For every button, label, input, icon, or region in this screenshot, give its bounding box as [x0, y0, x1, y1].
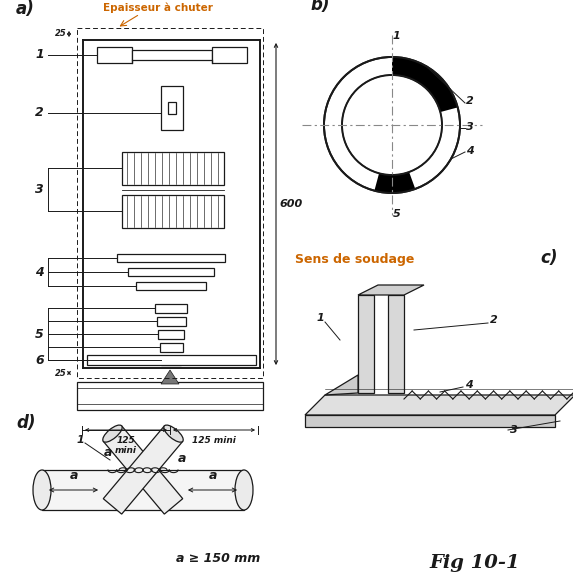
Text: 4: 4	[465, 380, 473, 390]
Bar	[77, 382, 263, 410]
Text: 1: 1	[36, 49, 44, 62]
Ellipse shape	[33, 470, 51, 510]
Text: 25: 25	[55, 30, 67, 38]
Bar	[161, 86, 183, 130]
Bar	[158, 329, 184, 339]
Bar	[122, 194, 224, 228]
Text: 3: 3	[466, 122, 474, 132]
Text: Sens de soudage: Sens de soudage	[295, 253, 414, 266]
Text: a: a	[178, 451, 186, 464]
Ellipse shape	[235, 470, 253, 510]
Polygon shape	[358, 285, 424, 295]
Bar	[117, 254, 225, 262]
Text: 1: 1	[76, 435, 84, 445]
Polygon shape	[305, 395, 573, 415]
Text: 3: 3	[510, 425, 518, 435]
Text: Fig 10-1: Fig 10-1	[430, 554, 520, 572]
Bar	[122, 152, 224, 185]
Text: 125 mini: 125 mini	[192, 436, 236, 445]
Text: 25: 25	[55, 368, 67, 378]
Ellipse shape	[103, 425, 122, 442]
Bar	[87, 355, 256, 365]
Polygon shape	[305, 415, 555, 427]
Ellipse shape	[164, 425, 183, 442]
Bar	[155, 304, 187, 312]
Circle shape	[342, 75, 442, 175]
Bar	[97, 47, 132, 63]
Polygon shape	[103, 426, 183, 514]
Bar	[388, 295, 404, 393]
Bar	[132, 50, 212, 60]
Text: 1: 1	[316, 313, 324, 323]
Text: b): b)	[310, 0, 329, 14]
Bar	[136, 282, 206, 290]
Text: 6: 6	[36, 353, 44, 367]
Text: 4: 4	[36, 265, 44, 279]
Bar	[157, 316, 186, 325]
Bar	[161, 356, 181, 364]
Text: c): c)	[540, 249, 558, 267]
Text: 600: 600	[279, 199, 302, 209]
Bar	[358, 295, 374, 393]
Text: 5: 5	[36, 328, 44, 340]
Text: 5: 5	[393, 209, 401, 219]
Text: a: a	[104, 447, 112, 459]
Bar	[160, 343, 183, 352]
Polygon shape	[161, 370, 179, 384]
Bar	[212, 47, 247, 63]
Text: a ≥ 150 mm: a ≥ 150 mm	[176, 551, 260, 565]
Text: Epaisseur à chuter: Epaisseur à chuter	[103, 3, 213, 13]
Text: 125
mini: 125 mini	[115, 436, 137, 455]
Circle shape	[324, 57, 460, 193]
Text: 2: 2	[466, 96, 474, 106]
Text: 2: 2	[36, 106, 44, 120]
Text: 3: 3	[36, 183, 44, 196]
Text: a: a	[69, 469, 78, 482]
Text: 2: 2	[490, 315, 498, 325]
Bar	[42, 470, 244, 510]
Text: 4: 4	[466, 146, 474, 156]
Polygon shape	[325, 375, 358, 395]
Text: d): d)	[16, 414, 36, 432]
Text: a): a)	[16, 0, 35, 18]
Text: 1: 1	[393, 31, 401, 41]
Polygon shape	[103, 426, 183, 514]
Wedge shape	[374, 172, 415, 193]
Bar	[128, 268, 214, 276]
Wedge shape	[392, 57, 458, 112]
Text: a: a	[209, 469, 217, 482]
Bar	[168, 102, 176, 114]
